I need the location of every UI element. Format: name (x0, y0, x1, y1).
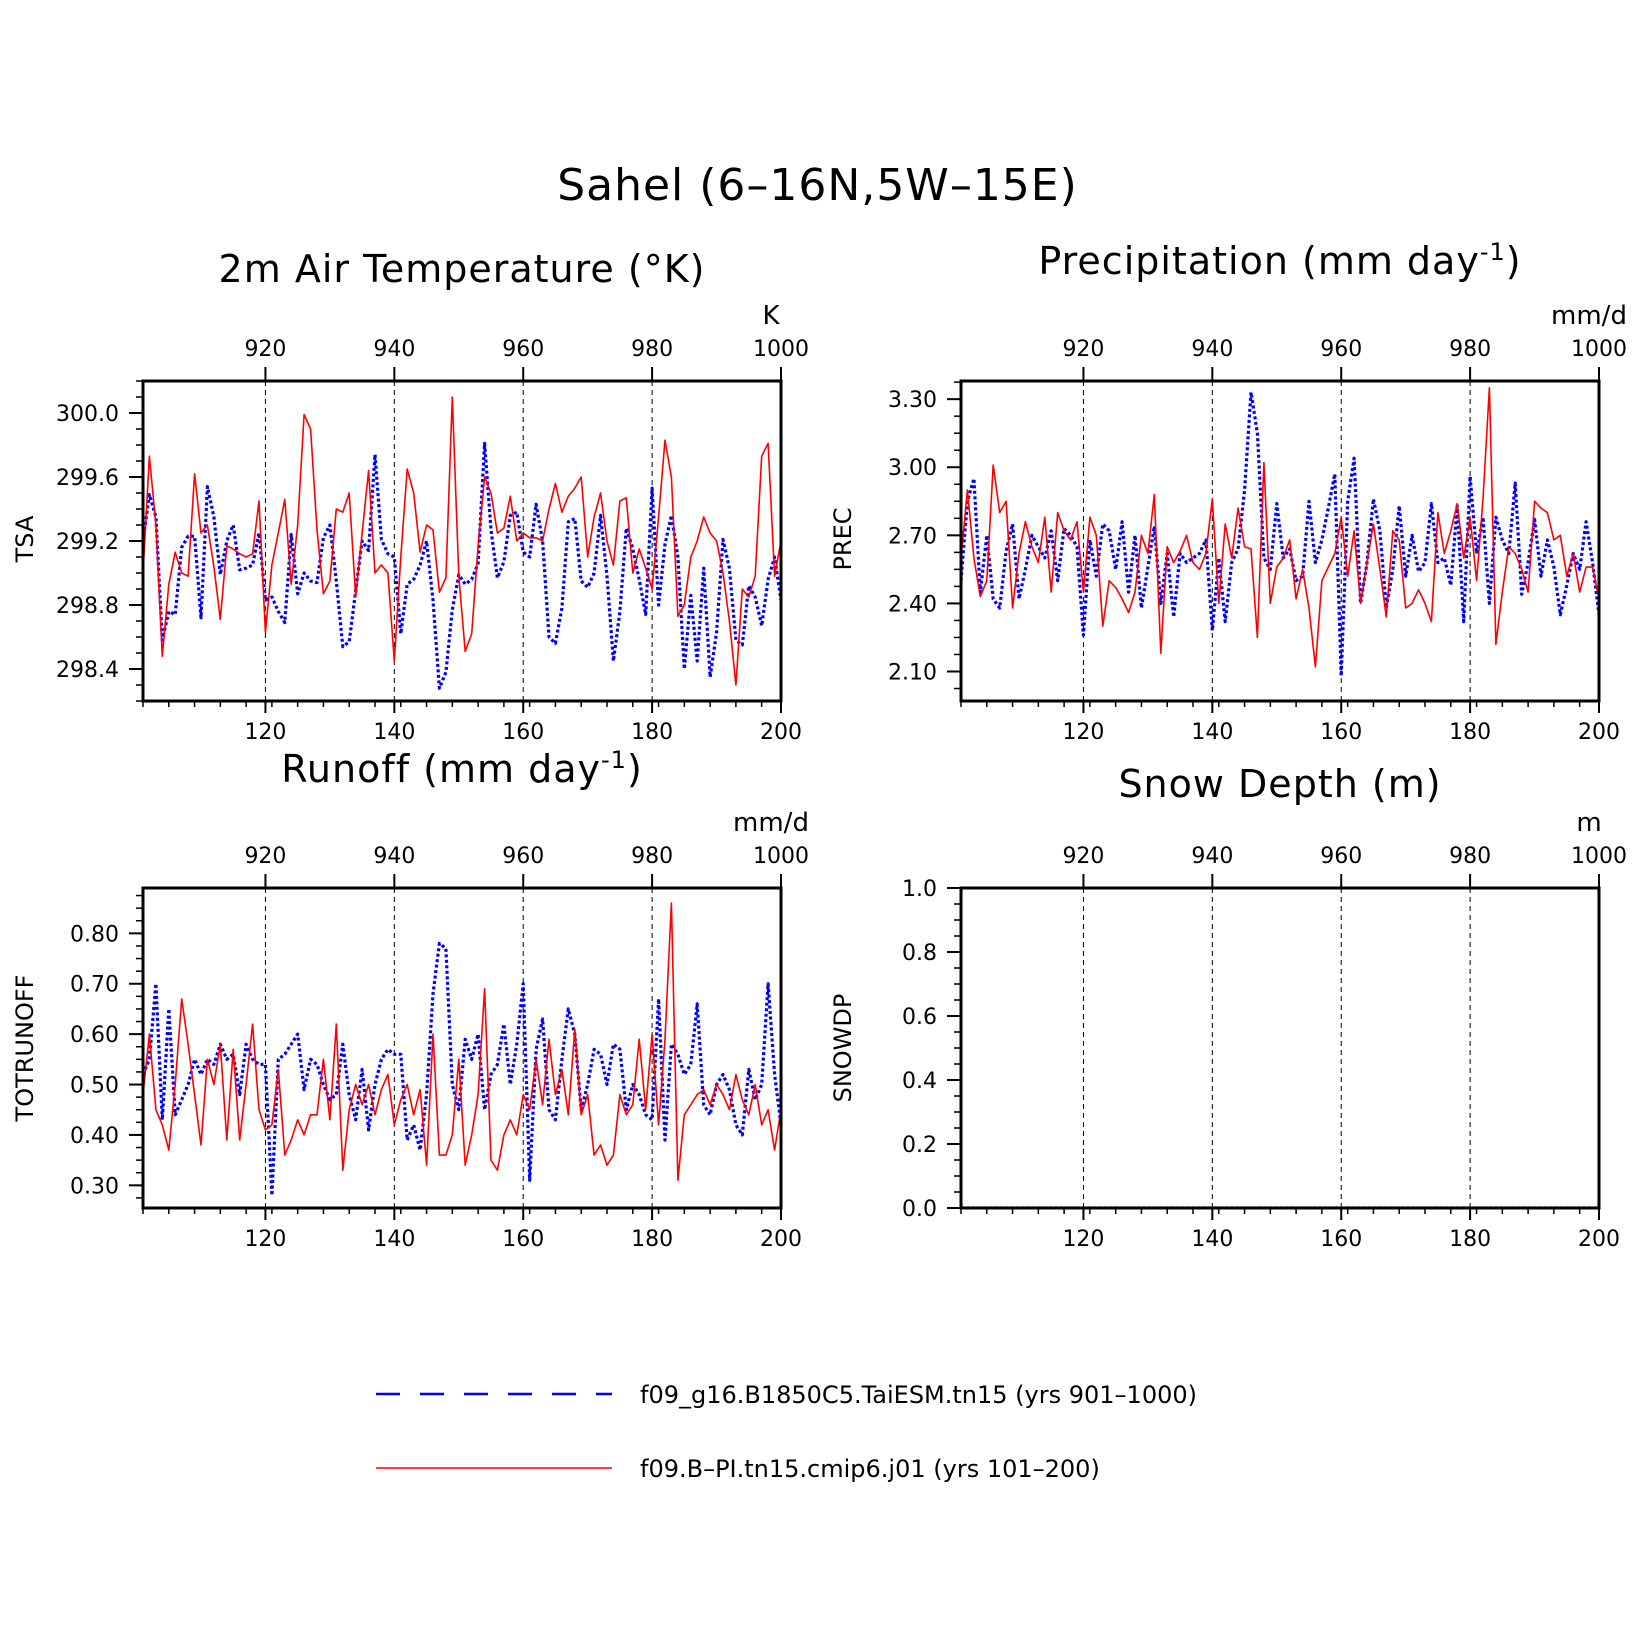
y-tick-label: 0.50 (70, 1074, 119, 1099)
x-top-tick-label: 960 (1320, 337, 1362, 362)
x-bottom-tick-label: 180 (1449, 1227, 1491, 1252)
x-bottom-tick-label: 200 (1578, 1227, 1620, 1252)
x-bottom-tick-label: 160 (502, 720, 544, 745)
x-top-tick-label: 960 (502, 337, 544, 362)
x-bottom-tick-label: 140 (373, 1227, 415, 1252)
chart-title: Precipitation (mm day-1) (1038, 238, 1521, 283)
x-top-tick-label: 920 (1062, 337, 1104, 362)
chart-title: Snow Depth (m) (1118, 762, 1441, 806)
series-taiesm-line (143, 941, 781, 1198)
x-bottom-tick-label: 180 (631, 1227, 673, 1252)
x-top-tick-label: 940 (373, 337, 415, 362)
series-taiesm-line (143, 441, 781, 690)
legend-label: f09_g16.B1850C5.TaiESM.tn15 (yrs 901–100… (640, 1381, 1197, 1409)
y-tick-label: 3.00 (888, 456, 937, 481)
units-label: K (762, 301, 780, 331)
x-top-tick-label: 980 (631, 337, 673, 362)
y-axis-label: TOTRUNOFF (11, 975, 39, 1123)
y-tick-label: 0.8 (902, 941, 937, 966)
y-tick-label: 299.6 (56, 466, 119, 491)
x-bottom-tick-label: 120 (1062, 1227, 1104, 1252)
chart-title: 2m Air Temperature (°K) (219, 247, 706, 291)
x-bottom-tick-label: 200 (760, 720, 802, 745)
x-top-tick-label: 1000 (753, 337, 809, 362)
series-cmip6-line (143, 902, 781, 1182)
y-tick-label: 2.70 (888, 524, 937, 549)
plot-frame (959, 886, 1601, 1210)
y-tick-label: 3.30 (888, 388, 937, 413)
x-bottom-tick-label: 160 (1320, 720, 1362, 745)
y-tick-label: 298.8 (56, 594, 119, 619)
y-axis-label: SNOWDP (829, 994, 857, 1103)
x-top-tick-label: 960 (502, 844, 544, 869)
y-tick-label: 298.4 (56, 658, 119, 683)
chart-title: Runoff (mm day-1) (281, 746, 643, 791)
series-taiesm-line (961, 390, 1599, 678)
chart-panel-4: Snow Depth (m) 120 140 160 180 200 920 940 960 98… (829, 762, 1627, 1252)
y-tick-label: 0.30 (70, 1174, 119, 1199)
x-top-tick-label: 960 (1320, 844, 1362, 869)
x-bottom-tick-label: 140 (373, 720, 415, 745)
y-axis-label: TSA (11, 515, 39, 563)
series-cmip6-line (143, 396, 781, 686)
units-label: m (1576, 808, 1601, 838)
y-tick-label: 0.80 (70, 922, 119, 947)
units-label: mm/d (1551, 301, 1627, 331)
x-top-tick-label: 920 (244, 337, 286, 362)
x-top-tick-label: 920 (1062, 844, 1104, 869)
x-top-tick-label: 980 (1449, 844, 1491, 869)
x-bottom-tick-label: 200 (760, 1227, 802, 1252)
x-bottom-tick-label: 140 (1191, 720, 1233, 745)
x-bottom-tick-label: 160 (1320, 1227, 1362, 1252)
y-tick-label: 299.2 (56, 530, 119, 555)
plot-frame (959, 379, 1601, 703)
x-bottom-tick-label: 180 (1449, 720, 1491, 745)
x-top-tick-label: 940 (1191, 844, 1233, 869)
y-tick-label: 300.0 (56, 402, 119, 427)
x-bottom-tick-label: 120 (1062, 720, 1104, 745)
x-bottom-tick-label: 160 (502, 1227, 544, 1252)
x-bottom-tick-label: 120 (244, 720, 286, 745)
chart-panel-3: Runoff (mm day-1) 120 140 160 180 200 920 940 96… (11, 746, 809, 1252)
units-label: mm/d (733, 808, 809, 838)
x-bottom-tick-label: 180 (631, 720, 673, 745)
y-tick-label: 2.40 (888, 592, 937, 617)
y-tick-label: 0.6 (902, 1005, 937, 1030)
x-top-tick-label: 940 (373, 844, 415, 869)
y-tick-label: 2.10 (888, 660, 937, 685)
y-tick-label: 1.0 (902, 877, 937, 902)
x-bottom-tick-label: 140 (1191, 1227, 1233, 1252)
plot-frame (141, 886, 783, 1210)
y-tick-label: 0.70 (70, 973, 119, 998)
x-bottom-tick-label: 120 (244, 1227, 286, 1252)
y-axis-label: PREC (829, 507, 857, 570)
y-tick-label: 0.40 (70, 1124, 119, 1149)
chart-panel-1: 2m Air Temperature (°K) 120 140 160 180 200 92… (11, 247, 809, 745)
x-top-tick-label: 1000 (753, 844, 809, 869)
y-tick-label: 0.60 (70, 1023, 119, 1048)
y-tick-label: 0.0 (902, 1197, 937, 1222)
x-top-tick-label: 1000 (1571, 844, 1627, 869)
y-tick-label: 0.4 (902, 1069, 937, 1094)
x-top-tick-label: 1000 (1571, 337, 1627, 362)
x-top-tick-label: 980 (1449, 337, 1491, 362)
y-tick-label: 0.2 (902, 1133, 937, 1158)
x-bottom-tick-label: 200 (1578, 720, 1620, 745)
legend: f09_g16.B1850C5.TaiESM.tn15 (yrs 901–100… (376, 1381, 1197, 1483)
plot-frame (141, 379, 783, 703)
page-title: Sahel (6–16N,5W–15E) (557, 160, 1078, 211)
series-cmip6-line (961, 386, 1599, 668)
legend-label: f09.B–PI.tn15.cmip6.j01 (yrs 101–200) (640, 1455, 1100, 1483)
x-top-tick-label: 940 (1191, 337, 1233, 362)
x-top-tick-label: 920 (244, 844, 286, 869)
x-top-tick-label: 980 (631, 844, 673, 869)
chart-panel-2: Precipitation (mm day-1) 120 140 160 180 200 9… (829, 238, 1627, 745)
